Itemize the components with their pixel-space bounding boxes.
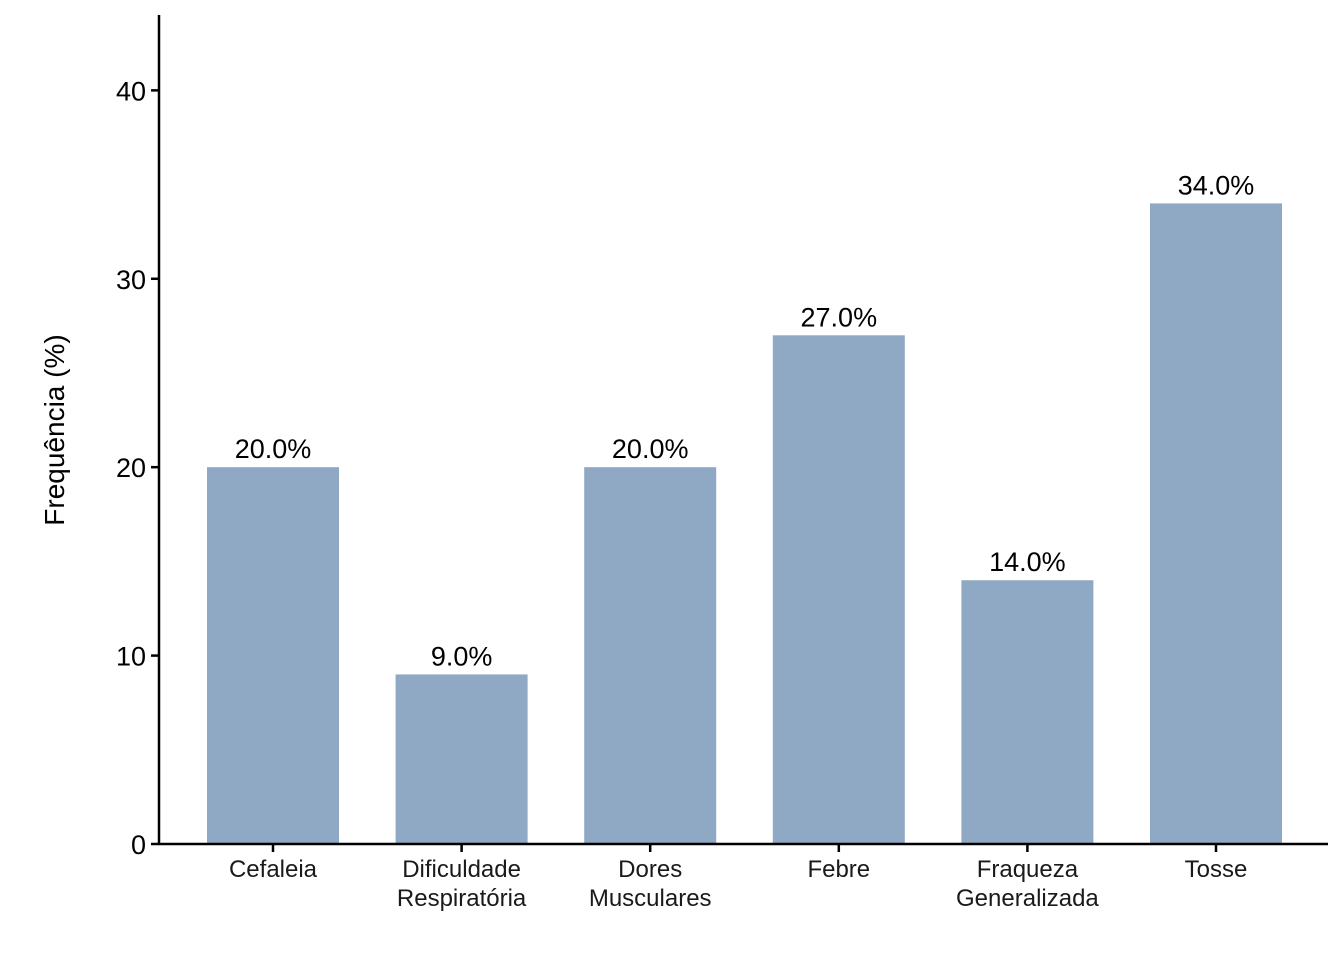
x-tick-label: Febre [807,856,870,883]
data-label: 9.0% [431,641,493,671]
data-label: 20.0% [612,434,689,464]
y-tick-label: 10 [116,642,146,672]
y-tick-label: 30 [116,265,146,295]
bar [395,674,528,844]
y-tick-label: 40 [116,76,146,106]
bar [584,467,717,844]
data-label: 34.0% [1178,170,1255,200]
x-axis: Cefaleia Dificuldade Respiratória Dores Musc… [158,842,1328,912]
y-axis: 0 10 20 30 40 [116,15,161,860]
x-tick-label: Cefaleia [229,856,318,883]
x-tick-label: Fraqueza Generalizada [956,856,1099,912]
bar [772,335,905,844]
y-axis-title: Frequência (%) [39,334,70,525]
bar [207,467,339,844]
y-tick-label: 20 [116,453,146,483]
bar [961,580,1094,844]
data-label: 14.0% [989,547,1066,577]
x-tick-label: Dores Musculares [589,856,712,912]
y-tick-label: 0 [131,830,146,860]
data-label: 27.0% [801,302,878,332]
data-labels-group: 20.0% 9.0% 20.0% 27.0% 14.0% 34.0% [235,170,1255,671]
bars-group [207,203,1282,845]
x-tick-label: Dificuldade Respiratória [397,856,527,912]
data-label: 20.0% [235,434,312,464]
bar [1150,203,1282,845]
x-tick-label: Tosse [1185,856,1248,883]
